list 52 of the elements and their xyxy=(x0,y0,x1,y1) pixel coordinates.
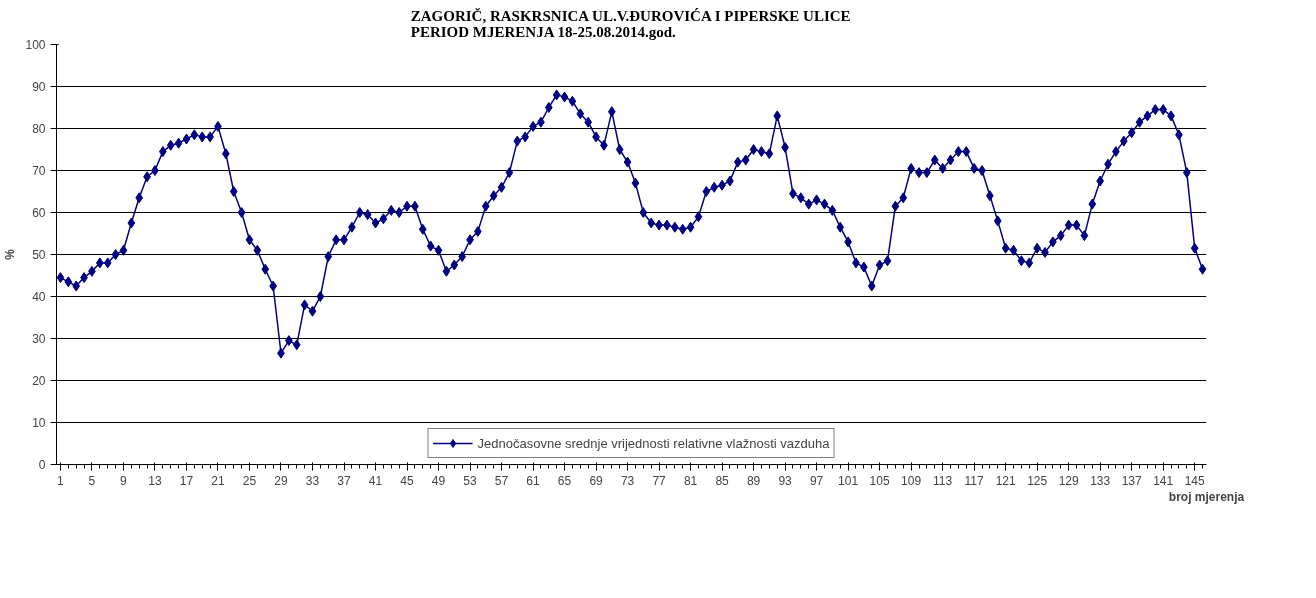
x-tick-label: 77 xyxy=(652,473,667,488)
x-tick-label: 29 xyxy=(274,473,288,488)
x-tick-label: 73 xyxy=(620,473,635,488)
x-tick-label: 5 xyxy=(88,473,96,488)
x-tick-label: 45 xyxy=(400,473,415,488)
x-tick-label: 49 xyxy=(431,473,446,488)
x-tick-label: 141 xyxy=(1153,473,1174,488)
y-tick-label: 40 xyxy=(32,290,46,304)
x-tick-label: 81 xyxy=(683,473,698,488)
x-tick-label: 101 xyxy=(838,473,859,488)
x-axis-title: broj mjerenja xyxy=(1168,489,1245,504)
x-tick-label: 133 xyxy=(1090,473,1111,488)
y-tick-label: 30 xyxy=(32,332,46,346)
x-tick-label: 17 xyxy=(179,473,194,488)
y-tick-label: 10 xyxy=(32,416,46,430)
x-tick-label: 25 xyxy=(242,473,257,488)
x-tick-label: 89 xyxy=(746,473,761,488)
y-tick-label: 70 xyxy=(32,164,46,178)
x-tick-label: 53 xyxy=(463,473,478,488)
x-tick-label: 145 xyxy=(1184,473,1206,488)
x-tick-label: 65 xyxy=(557,473,572,488)
x-tick-label: 129 xyxy=(1058,473,1079,488)
x-tick-label: 93 xyxy=(778,473,793,488)
x-tick-label: 137 xyxy=(1121,473,1143,488)
x-tick-label: 13 xyxy=(148,473,162,488)
chart-title: ZAGORIČ, RASKRSNICA UL.V.ĐUROVIĆA I PIPERSKE ULICE PERIOD MJERENJA 18-25.08.2014.god. xyxy=(410,7,851,40)
x-tick-label: 1 xyxy=(57,473,65,488)
y-axis-title: % xyxy=(3,248,18,260)
x-tick-label: 117 xyxy=(964,473,985,488)
y-tick-label: 0 xyxy=(38,458,46,472)
x-tick-label: 105 xyxy=(869,473,890,488)
x-tick-label: 69 xyxy=(589,473,604,488)
x-tick-label: 41 xyxy=(368,473,383,488)
y-tick-label: 80 xyxy=(32,122,46,136)
x-tick-label: 37 xyxy=(337,473,351,488)
y-tick-label: 100 xyxy=(25,38,46,52)
x-tick-label: 9 xyxy=(120,473,128,488)
x-tick-label: 121 xyxy=(995,473,1016,488)
x-tick-label: 109 xyxy=(901,473,922,488)
x-tick-label: 97 xyxy=(809,473,824,488)
x-tick-label: 33 xyxy=(305,473,320,488)
x-tick-label: 85 xyxy=(715,473,730,488)
y-tick-label: 20 xyxy=(32,374,46,388)
x-tick-label: 21 xyxy=(211,473,225,488)
y-tick-label: 90 xyxy=(32,80,46,94)
x-tick-label: 61 xyxy=(526,473,541,488)
x-tick-label: 125 xyxy=(1027,473,1048,488)
x-tick-label: 113 xyxy=(933,473,953,488)
legend-label: Jednočasovne srednje vrijednosti relativne vlažnosti vazduha xyxy=(477,435,830,451)
x-tick-label: 57 xyxy=(494,473,509,488)
y-tick-label: 50 xyxy=(32,248,46,262)
y-tick-label: 60 xyxy=(32,206,46,220)
